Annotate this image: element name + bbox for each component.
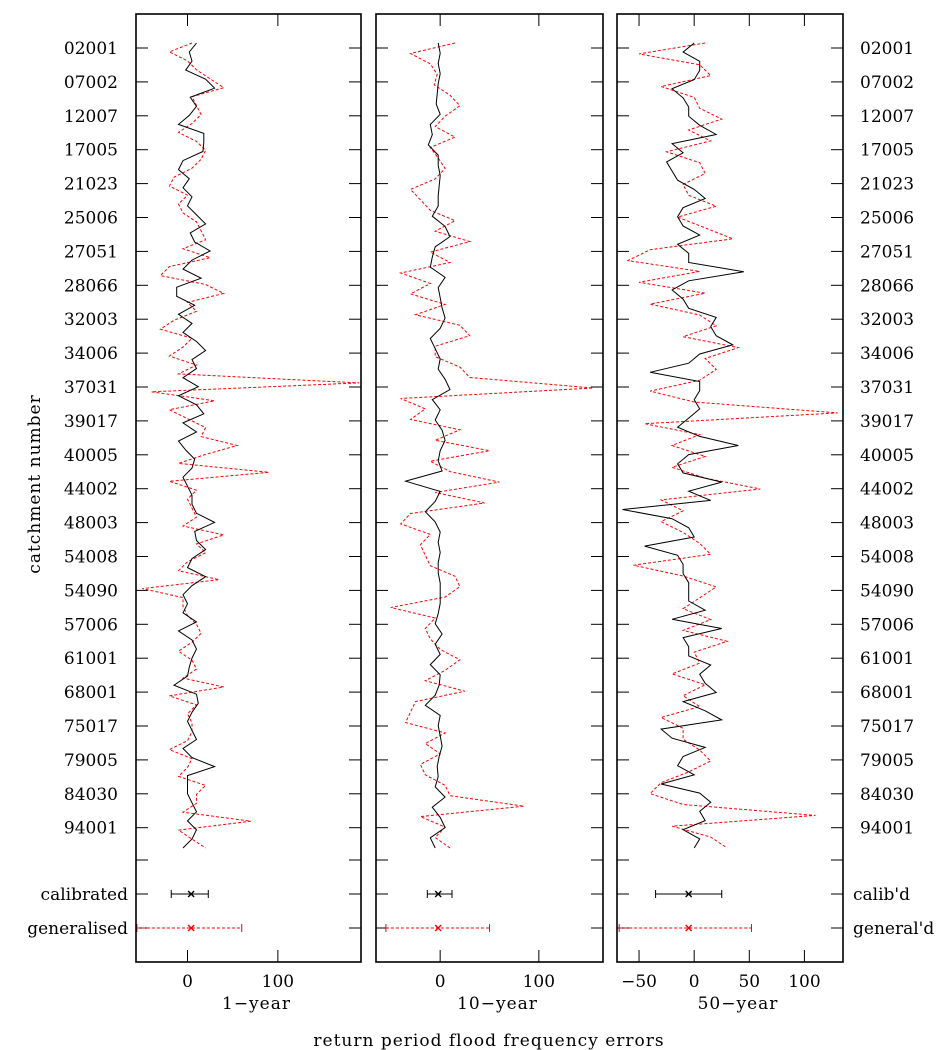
catchment-label-right: 21023 [860,175,914,195]
generalised-summary-mean-marker [187,924,195,932]
catchment-label-left: 94001 [64,819,118,839]
catchment-label-right: 12007 [860,107,914,127]
catchment-label-right: 84030 [860,785,914,805]
catchment-label-right: 94001 [860,819,914,839]
generalised-summary-mean-marker [434,924,442,932]
catchment-label-right: 44002 [860,480,914,500]
generalised-summary-mean-marker [685,924,693,932]
catchment-label-left: 68001 [64,683,118,703]
calibrated-series [403,42,451,849]
x-tick-label: 100 [788,972,820,992]
catchment-label-left: 44002 [64,480,118,500]
x-tick-label: 0 [435,972,446,992]
panel-1: 0 1001−year [135,13,362,1014]
x-tick-label: 50 [738,972,760,992]
calibrated-summary-mean-marker [685,890,693,898]
x-axis-title: return period flood frequency errors [313,1031,664,1050]
catchment-label-left: 48003 [64,514,118,534]
calibrated-summary-mean-marker [187,890,195,898]
catchment-label-right: 28066 [860,276,914,296]
catchment-label-left: 21023 [64,175,118,195]
catchment-label-left: 75017 [64,717,118,737]
x-tick-label: 100 [523,972,555,992]
catchment-label-right: 37031 [860,378,914,398]
calibrated-series [172,42,217,849]
catchment-label-right: 40005 [860,446,914,466]
catchment-label-left: 25006 [64,209,118,229]
calibrated-series [622,42,744,849]
generalised-series [626,42,838,849]
catchment-label-left: 39017 [64,412,118,432]
summary-label-left: generalised [27,919,128,939]
generalised-series [390,42,594,849]
catchment-label-right: 32003 [860,310,914,330]
catchment-label-right: 34006 [860,344,914,364]
catchment-label-left: 34006 [64,344,118,364]
panel-title: 10−year [457,994,538,1014]
panel-title: 1−year [222,994,291,1014]
x-tick-label: 0 [182,972,193,992]
catchment-label-left: 27051 [64,242,118,262]
generalised-series [142,42,360,849]
catchment-label-left: 57006 [64,615,118,635]
y-axis-title: catchment number [25,394,45,573]
catchment-label-left: 12007 [64,107,118,127]
catchment-label-right: 61001 [860,649,914,669]
catchment-label-left: 79005 [64,751,118,771]
catchment-label-left: 07002 [64,73,118,93]
catchment-label-left: 84030 [64,785,118,805]
catchment-label-left: 37031 [64,378,118,398]
panel-frame [135,13,362,963]
panel-3: −50 0 50 100 50−year [616,13,844,1014]
x-tick-label: 100 [262,972,294,992]
x-tick-label: 0 [689,972,700,992]
catchment-label-left: 17005 [64,141,118,161]
catchment-label-left: 02001 [64,39,118,59]
catchment-label-right: 07002 [860,73,914,93]
catchment-label-left: 54008 [64,548,118,568]
catchment-label-left: 54090 [64,581,118,601]
catchment-label-right: 25006 [860,209,914,229]
catchment-label-left: 40005 [64,446,118,466]
catchment-label-right: 54008 [860,548,914,568]
panel-title: 50−year [698,994,779,1014]
catchment-label-right: 57006 [860,615,914,635]
calibrated-summary-mean-marker [434,890,442,898]
panel-frame [375,13,604,963]
catchment-label-right: 39017 [860,412,914,432]
catchment-label-right: 02001 [860,39,914,59]
panel-frame [616,13,844,963]
x-tick-label: −50 [621,972,657,992]
catchment-label-left: 61001 [64,649,118,669]
catchment-label-right: 54090 [860,581,914,601]
catchment-label-left: 28066 [64,276,118,296]
catchment-label-left: 32003 [64,310,118,330]
catchment-label-right: 79005 [860,751,914,771]
summary-label-right: general'd [853,919,934,939]
summary-label-right: calib'd [853,885,910,905]
catchment-label-right: 27051 [860,242,914,262]
catchment-label-right: 75017 [860,717,914,737]
catchment-label-right: 68001 [860,683,914,703]
catchment-label-right: 17005 [860,141,914,161]
summary-label-left: calibrated [41,885,129,905]
catchment-label-right: 48003 [860,514,914,534]
